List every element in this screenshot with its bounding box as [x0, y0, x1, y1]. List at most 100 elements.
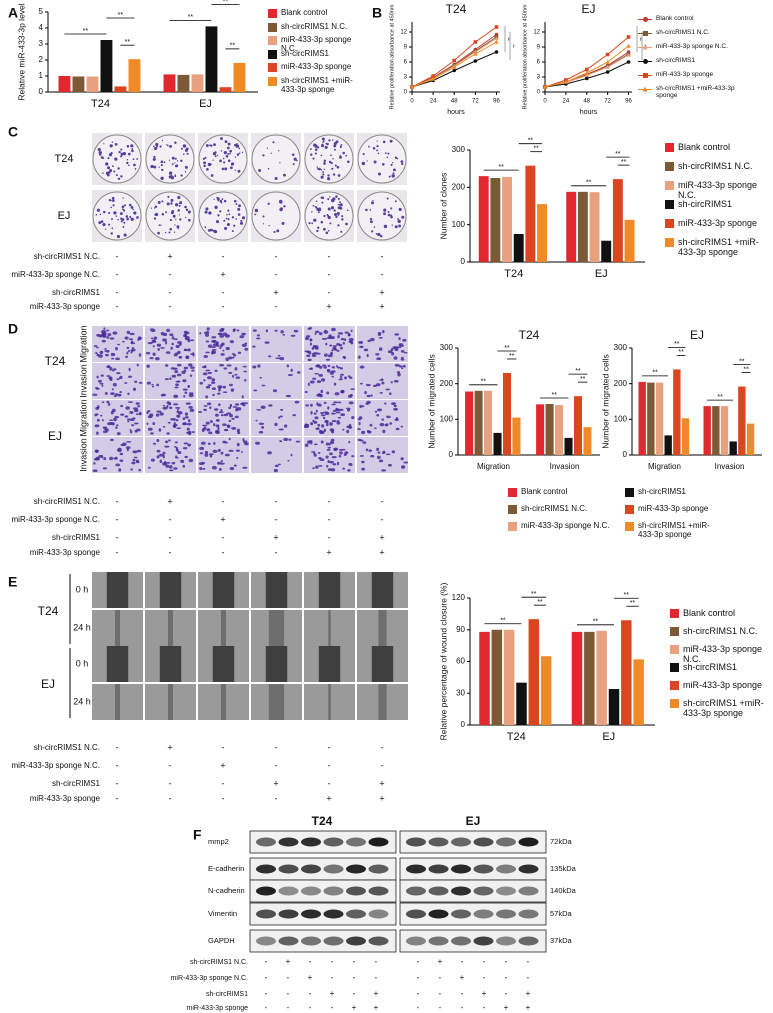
colony	[102, 223, 106, 227]
colony	[361, 161, 366, 166]
cell	[218, 467, 222, 471]
treatment-sign: -	[116, 287, 119, 297]
colony	[177, 209, 180, 212]
colony	[386, 156, 389, 159]
colony	[283, 205, 286, 208]
cell	[157, 347, 160, 351]
colony	[334, 164, 337, 167]
cell	[391, 450, 396, 454]
treatment-sign: +	[273, 532, 278, 542]
legend-swatch	[670, 627, 679, 636]
colony	[322, 171, 325, 173]
band	[346, 909, 366, 919]
colony	[372, 199, 374, 202]
treatment-sign: -	[275, 547, 278, 557]
cell	[359, 365, 365, 369]
legend-item: sh-circRIMS1	[625, 487, 725, 497]
cell	[350, 341, 354, 345]
colony	[204, 226, 207, 229]
legend-swatch	[670, 681, 679, 690]
cell	[119, 375, 123, 380]
colony	[95, 213, 98, 216]
colony	[345, 154, 348, 157]
treatment-sign: -	[381, 514, 384, 524]
treatment-sign: +	[374, 989, 379, 998]
colony	[219, 210, 222, 213]
cell	[222, 385, 227, 389]
colony	[369, 209, 372, 211]
colony	[392, 172, 395, 175]
cell	[204, 453, 209, 457]
cell	[209, 406, 212, 410]
treatment-sign: +	[379, 287, 384, 297]
cell	[235, 449, 241, 452]
cell	[228, 371, 233, 374]
cell	[335, 365, 339, 368]
band	[518, 886, 539, 896]
marker	[626, 35, 631, 39]
colony	[337, 203, 340, 206]
cell	[93, 462, 96, 465]
cell	[174, 441, 178, 444]
colony	[175, 204, 178, 207]
colony	[241, 151, 244, 154]
cell	[129, 429, 132, 431]
cell	[243, 402, 248, 405]
colony	[238, 147, 241, 150]
treatment-sign: -	[353, 989, 356, 998]
cell	[165, 351, 171, 354]
cell	[124, 336, 129, 340]
cell	[182, 417, 186, 421]
colony	[120, 175, 123, 178]
cell	[370, 454, 375, 458]
band	[278, 837, 299, 847]
cell	[101, 419, 104, 422]
bar	[525, 165, 536, 262]
cell	[188, 394, 194, 398]
colony	[321, 201, 324, 204]
x-tick-label: Migration	[648, 462, 681, 471]
time-label: 24 h	[73, 622, 91, 632]
cell	[318, 374, 323, 377]
significance-label: **	[717, 394, 723, 401]
legend-label: sh-circRIMS1	[638, 487, 687, 496]
x-axis-label: hours	[447, 109, 465, 116]
cell	[125, 355, 129, 359]
y-tick-label: 2	[39, 55, 44, 64]
bar	[491, 629, 503, 725]
cell	[377, 408, 383, 412]
legend-label: sh-circRIMS1 N.C.	[683, 626, 758, 636]
treatment-sign: -	[381, 496, 384, 506]
treatment-sign: -	[169, 287, 172, 297]
cell	[170, 346, 173, 350]
cell	[233, 328, 236, 331]
band	[346, 886, 366, 896]
colony	[332, 197, 336, 201]
colony	[216, 154, 219, 156]
band	[428, 936, 449, 946]
cell	[333, 448, 338, 452]
legend-item: Blank control	[508, 487, 623, 497]
y-tick-label: 12	[533, 30, 540, 36]
legend-swatch	[625, 505, 634, 514]
colony	[153, 217, 157, 220]
cell	[228, 419, 232, 423]
cell	[348, 462, 353, 466]
cell	[223, 367, 228, 370]
protein-size: 140kDa	[550, 886, 577, 895]
cell	[176, 414, 181, 418]
colony	[104, 228, 107, 230]
cell	[172, 424, 176, 428]
cell	[340, 413, 346, 417]
cell	[155, 413, 160, 417]
bar	[465, 391, 474, 455]
band	[473, 837, 494, 847]
legend-item: sh-circRIMS1 N.C.	[268, 22, 368, 32]
colony	[327, 215, 331, 220]
cell	[268, 404, 273, 407]
colony	[120, 148, 123, 151]
colony	[388, 175, 391, 178]
colony	[111, 196, 115, 200]
band	[428, 886, 449, 896]
colony	[221, 167, 225, 171]
